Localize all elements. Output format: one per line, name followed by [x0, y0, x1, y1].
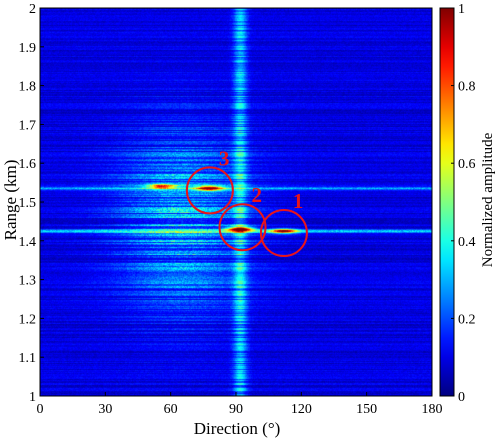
x-tick-label: 0 — [37, 402, 44, 417]
y-tick-label: 1.3 — [19, 274, 37, 289]
colorbar-tick-label: 0.8 — [458, 80, 476, 95]
y-tick-label: 1.5 — [19, 196, 37, 211]
y-axis-title: Range (km) — [1, 160, 20, 241]
colorbar-tick-label: 0.4 — [458, 235, 476, 250]
x-tick-label: 60 — [164, 402, 178, 417]
colorbar-tick-label: 0.6 — [458, 157, 476, 172]
colorbar-tick-label: 0 — [458, 390, 465, 405]
colorbar-gradient — [439, 7, 455, 397]
x-tick-label: 30 — [98, 402, 112, 417]
y-tick-label: 1.9 — [19, 41, 37, 56]
target-markers: 1 23 — [185, 146, 308, 258]
heatmap-image — [40, 8, 432, 396]
colorbar-tick-label: 0.2 — [458, 312, 476, 327]
y-tick-label: 1.2 — [19, 312, 37, 327]
target-circle — [185, 166, 234, 215]
y-tick-label: 1.8 — [19, 80, 37, 95]
colorbar: 0 0.2 0.4 0.6 0.8 1 — [439, 2, 476, 405]
colorbar-tick-label: 1 — [458, 2, 465, 17]
x-tick-label: 180 — [422, 402, 443, 417]
colorbar-title: Normalized amplitude — [480, 132, 496, 267]
x-axis-ticks: 0 30 60 90 120 150 180 — [37, 392, 443, 417]
x-tick-label: 90 — [229, 402, 243, 417]
y-axis-ticks: 1 1.1 1.2 1.3 1.4 1.5 1.6 1.7 1.8 1.9 2 — [19, 2, 44, 405]
y-tick-label: 1.6 — [19, 157, 37, 172]
y-tick-label: 1 — [29, 390, 36, 405]
target-label: 1 — [293, 189, 304, 213]
y-tick-label: 2 — [29, 2, 36, 17]
y-tick-label: 1.4 — [19, 235, 37, 250]
y-tick-label: 1.1 — [19, 351, 37, 366]
y-tick-label: 1.7 — [19, 118, 37, 133]
x-tick-label: 150 — [356, 402, 377, 417]
heatmap-plot — [40, 8, 432, 396]
target-label: 2 — [252, 183, 263, 207]
target-circle — [218, 203, 267, 252]
x-axis-title: Direction (°) — [194, 419, 281, 438]
x-tick-label: 120 — [291, 402, 312, 417]
target-circle — [259, 209, 308, 258]
target-label: 3 — [219, 146, 230, 170]
